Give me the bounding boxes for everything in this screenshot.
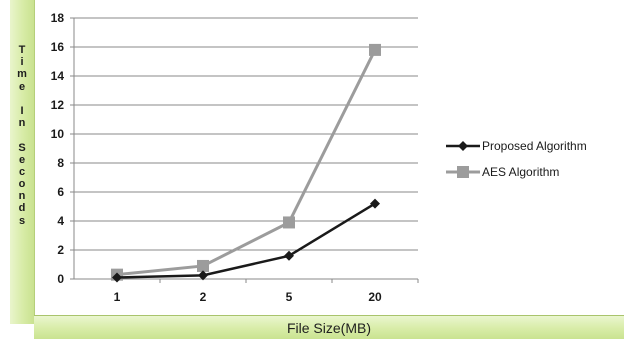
y-axis-title-char: i [20,56,24,69]
data-point-square [369,43,381,56]
series-line [116,202,376,279]
y-tick-label: 8 [57,156,64,170]
y-tick-label: 0 [57,272,64,286]
legend-entry: Proposed Algorithm [446,139,587,153]
data-point-diamond [112,272,122,283]
x-tick-label: 2 [200,290,207,304]
series-proposed-algorithm [112,198,380,283]
data-point-square [283,216,295,229]
data-point-square [457,166,469,178]
y-axis-title-char: I [20,104,24,117]
y-tick-label: 10 [51,127,65,141]
data-point-diamond [370,198,380,209]
y-axis-title-char: c [18,165,26,178]
y-tick-label: 12 [51,98,65,112]
x-tick-label: 20 [368,290,382,304]
y-tick-label: 4 [57,214,64,228]
y-axis-title-char: m [17,68,27,81]
data-point-diamond [198,270,208,281]
data-point-diamond [458,141,468,151]
data-point-diamond [284,250,294,261]
data-point-square [197,259,209,272]
y-tick-label: 6 [57,185,64,199]
legend: Proposed Algorithm AES Algorithm [446,139,587,179]
legend-label: AES Algorithm [482,165,559,179]
y-tick-labels: 0 2 4 6 8 10 12 14 16 18 [51,11,65,286]
y-axis-title-char: n [18,117,26,130]
y-tick-label: 2 [57,243,64,257]
x-axis-title-strip: File Size(MB) [34,315,624,339]
y-axis-title-char: e [18,153,26,166]
y-axis-title-char: s [18,214,26,227]
x-tick-label: 5 [286,290,293,304]
x-tick-label: 1 [114,290,121,304]
series-line [116,49,377,277]
legend-label: Proposed Algorithm [482,139,587,153]
y-axis-title-char: n [18,190,26,203]
series-lines [111,43,381,283]
y-axis-title-char: S [18,141,26,154]
y-axis-title-char: e [18,80,26,93]
series-aes-algorithm [111,43,381,281]
gridlines [70,17,418,280]
y-axis-title-char: o [18,178,26,191]
y-tick-label: 16 [51,40,65,54]
y-tick-label: 14 [51,69,65,83]
y-tick-label: 18 [51,11,65,25]
y-axis-title-char: d [18,202,26,215]
x-tick-labels: 1 2 5 20 [114,279,419,304]
y-axis-title-char: T [18,44,26,56]
legend-entry: AES Algorithm [446,165,559,179]
x-axis-title: File Size(MB) [286,320,371,336]
